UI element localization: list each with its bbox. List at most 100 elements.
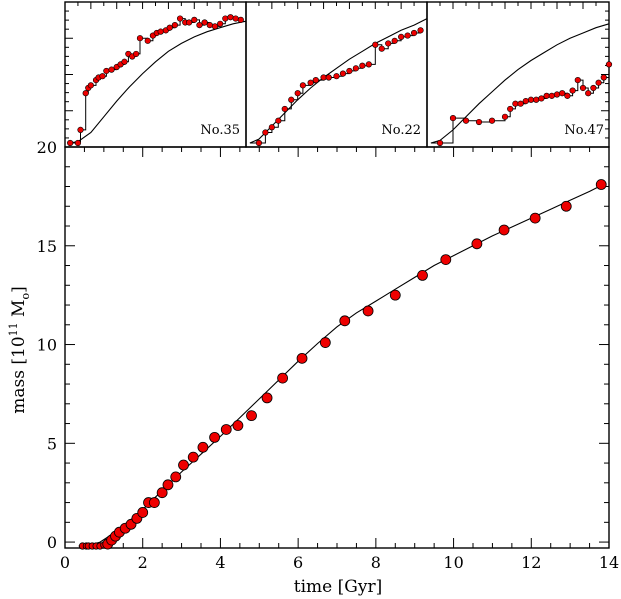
data-point: [170, 471, 182, 483]
y-tick-label: 15: [37, 237, 57, 256]
data-point: [319, 337, 331, 348]
inset-data-point: [82, 90, 89, 97]
x-tick-label: 6: [293, 553, 303, 572]
inset-data-point: [436, 139, 444, 147]
inset-data-point: [99, 73, 106, 80]
inset-data-point: [186, 19, 193, 26]
y-axis-label: mass [1011 Mo]: [7, 286, 32, 413]
x-tick-label: 4: [215, 553, 225, 572]
inset-data-point: [299, 82, 306, 89]
inset-data-point: [398, 33, 405, 40]
x-axis-label: time [Gyr]: [294, 577, 382, 597]
inset-panel-1: [64, 1, 247, 148]
data-point: [277, 372, 289, 384]
inset-data-point: [605, 61, 613, 68]
inset-data-point: [196, 22, 203, 29]
x-tick-label: 12: [521, 553, 541, 572]
inset-data-point: [385, 40, 392, 47]
data-point: [209, 431, 221, 443]
data-point: [296, 352, 308, 364]
data-point: [187, 451, 199, 463]
y-axis-label-prefix: mass [10: [9, 336, 29, 413]
data-point: [595, 179, 607, 190]
data-point: [220, 424, 232, 435]
inset-data-point: [275, 117, 282, 124]
inset-data-point: [103, 67, 110, 75]
y-axis-label-exp: 11: [7, 322, 20, 336]
inset-data-point: [359, 62, 366, 69]
inset-data-point: [600, 74, 607, 81]
inset-data-point: [579, 84, 587, 92]
inset-data-point: [417, 27, 424, 34]
inset-data-point: [595, 79, 602, 86]
inset-data-point: [312, 77, 319, 84]
inset-data-point: [543, 92, 550, 99]
inset-data-point: [237, 16, 244, 23]
data-point: [339, 315, 351, 327]
y-tick-label: 5: [47, 434, 57, 453]
data-point: [440, 254, 452, 265]
inset-data-point: [157, 28, 164, 35]
inset-data-point: [211, 23, 219, 30]
inset-data-point: [133, 50, 140, 58]
data-point: [197, 441, 209, 453]
inset-data-point: [352, 65, 359, 72]
inset-data-point: [533, 96, 540, 103]
data-point: [232, 420, 244, 431]
x-tick-label: 8: [371, 553, 381, 572]
data-point: [156, 487, 168, 499]
data-point: [529, 212, 541, 224]
inset-data-point: [74, 139, 82, 147]
data-point: [137, 507, 149, 518]
inset-data-point: [574, 77, 581, 84]
main-plot-frame: [64, 146, 610, 549]
inset-data-point: [346, 67, 353, 75]
inset-data-point: [136, 35, 144, 42]
inset-data-point: [108, 66, 115, 73]
inset-data-point: [512, 100, 519, 107]
data-point: [417, 269, 428, 281]
data-point: [178, 459, 189, 471]
inset-data-point: [365, 61, 372, 68]
inset-data-point: [325, 74, 332, 81]
inset-data-point: [553, 91, 561, 98]
x-tick-label: 10: [443, 553, 463, 572]
inset-data-point: [294, 90, 301, 97]
inset-data-point: [333, 73, 340, 80]
inset-data-point: [268, 124, 275, 131]
inset-data-point: [206, 22, 213, 29]
inset-data-point: [227, 14, 234, 21]
data-point: [246, 410, 257, 422]
inset-data-point: [507, 105, 514, 113]
inset-data-point: [262, 129, 269, 136]
inset-panels: [64, 1, 613, 148]
data-point: [148, 497, 160, 508]
y-axis-label-suffix: ]: [9, 286, 29, 293]
data-point: [261, 392, 273, 404]
inset-data-point: [144, 37, 151, 44]
inset-data-point: [559, 90, 566, 97]
inset-data-point: [77, 126, 84, 133]
inset-data-point: [288, 96, 295, 103]
data-point: [362, 305, 374, 317]
inset-data-point: [517, 100, 524, 107]
data-point: [389, 289, 401, 301]
inset-data-point: [585, 90, 592, 97]
inset-data-point: [378, 45, 385, 52]
inset-data-point: [449, 115, 457, 122]
inset-data-point: [255, 139, 263, 147]
inset-label-no35: No.35: [200, 123, 240, 138]
inset-data-point: [538, 95, 545, 102]
inset-data-point: [488, 117, 496, 124]
inset-reference-curve: [430, 23, 610, 144]
inset-data-point: [548, 92, 555, 99]
inset-data-point: [320, 74, 327, 81]
inset-data-point: [222, 15, 229, 22]
inset-data-point: [217, 20, 224, 27]
inset-data-point: [339, 70, 347, 77]
inset-data-point: [391, 37, 398, 44]
x-tick-label: 2: [138, 553, 148, 572]
inset-data-point: [191, 16, 198, 23]
inset-data-point: [201, 19, 208, 26]
